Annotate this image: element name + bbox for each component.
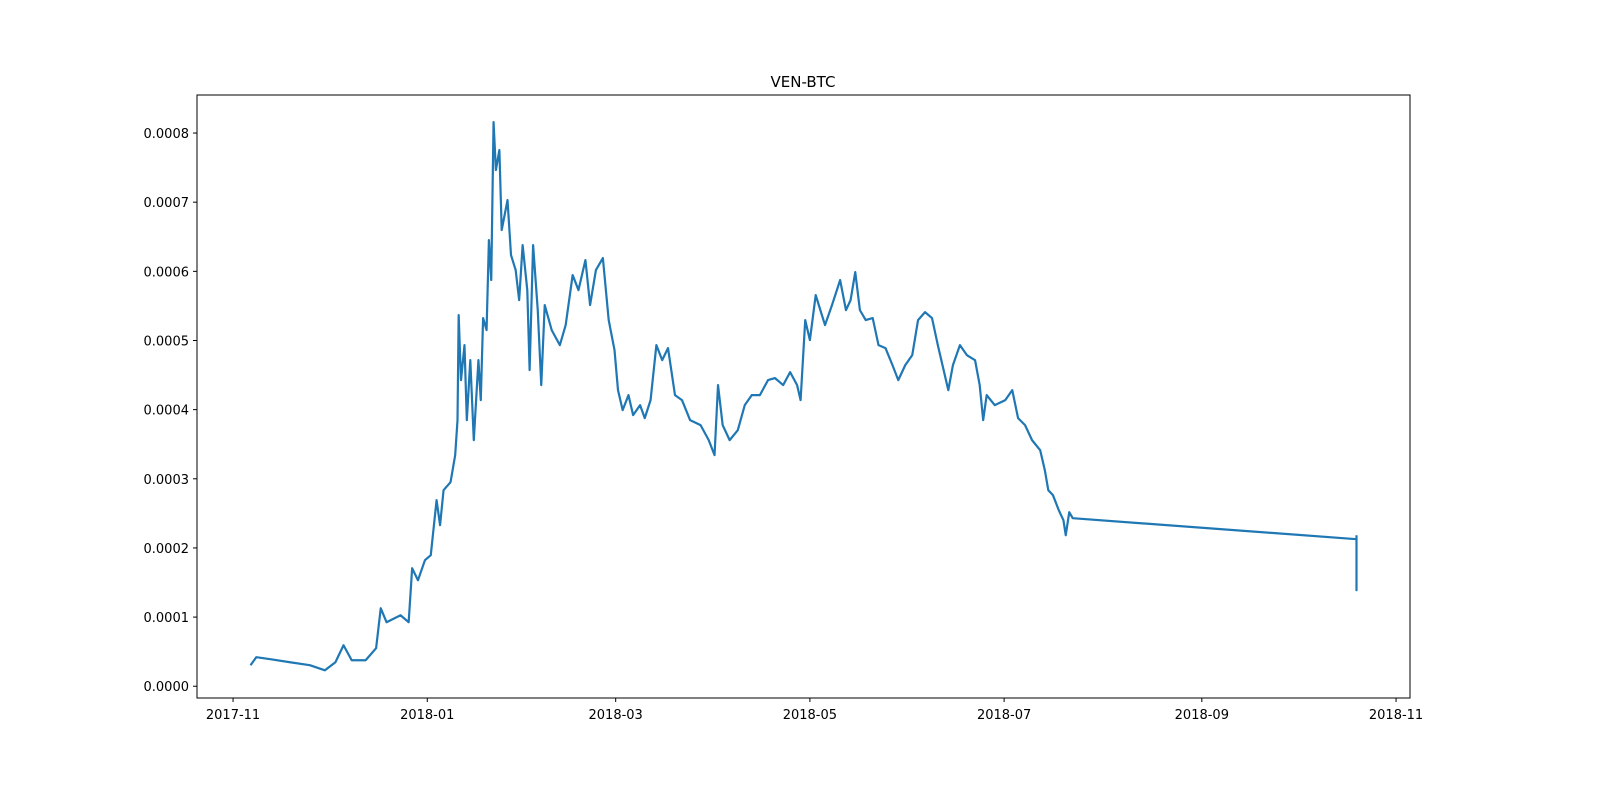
- y-tick-label: 0.0000: [144, 680, 190, 695]
- y-tick-label: 0.0003: [144, 473, 190, 488]
- x-tick-label: 2018-09: [1175, 708, 1229, 723]
- y-tick-label: 0.0004: [144, 404, 190, 419]
- data-line: [249, 120, 1358, 672]
- chart-title: VEN-BTC: [771, 73, 836, 91]
- x-tick-label: 2018-03: [589, 708, 643, 723]
- x-tick-label: 2018-11: [1369, 708, 1423, 723]
- y-tick-label: 0.0005: [144, 334, 190, 349]
- y-tick-label: 0.0008: [144, 127, 190, 142]
- y-tick-label: 0.0002: [144, 542, 190, 557]
- x-tick-label: 2018-01: [400, 708, 454, 723]
- x-tick-label: 2018-05: [783, 708, 837, 723]
- y-tick-label: 0.0006: [144, 265, 190, 280]
- y-tick-label: 0.0007: [144, 196, 190, 211]
- plot-frame: [196, 94, 1411, 699]
- x-tick-label: 2018-07: [977, 708, 1031, 723]
- x-tick-label: 2017-11: [206, 708, 260, 723]
- y-tick-label: 0.0001: [144, 611, 190, 626]
